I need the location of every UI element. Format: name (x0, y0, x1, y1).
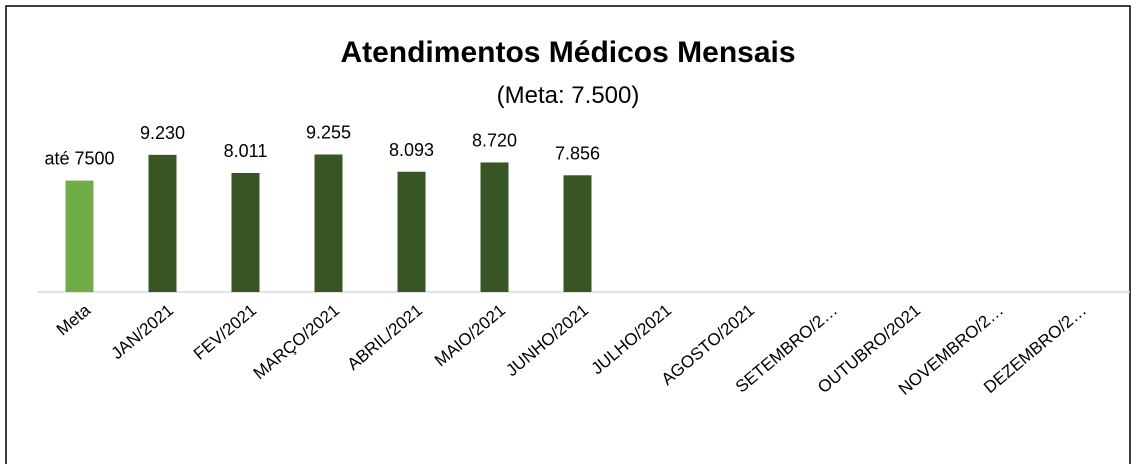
chart-title: Atendimentos Médicos Mensais (340, 36, 795, 69)
bar (65, 180, 94, 292)
value-label: 7.856 (555, 143, 600, 163)
bar (314, 154, 343, 292)
bar (480, 162, 509, 292)
value-label: 9.230 (140, 123, 185, 143)
chart-subtitle: (Meta: 7.500) (497, 82, 640, 109)
bar (231, 172, 260, 292)
bar (563, 175, 592, 292)
bar (397, 171, 426, 292)
value-label: até 7500 (44, 149, 114, 169)
value-label: 8.011 (224, 141, 268, 161)
value-label: 8.720 (472, 130, 517, 150)
value-label: 8.093 (389, 140, 434, 160)
bar (148, 154, 177, 292)
value-label: 9.255 (306, 122, 351, 142)
